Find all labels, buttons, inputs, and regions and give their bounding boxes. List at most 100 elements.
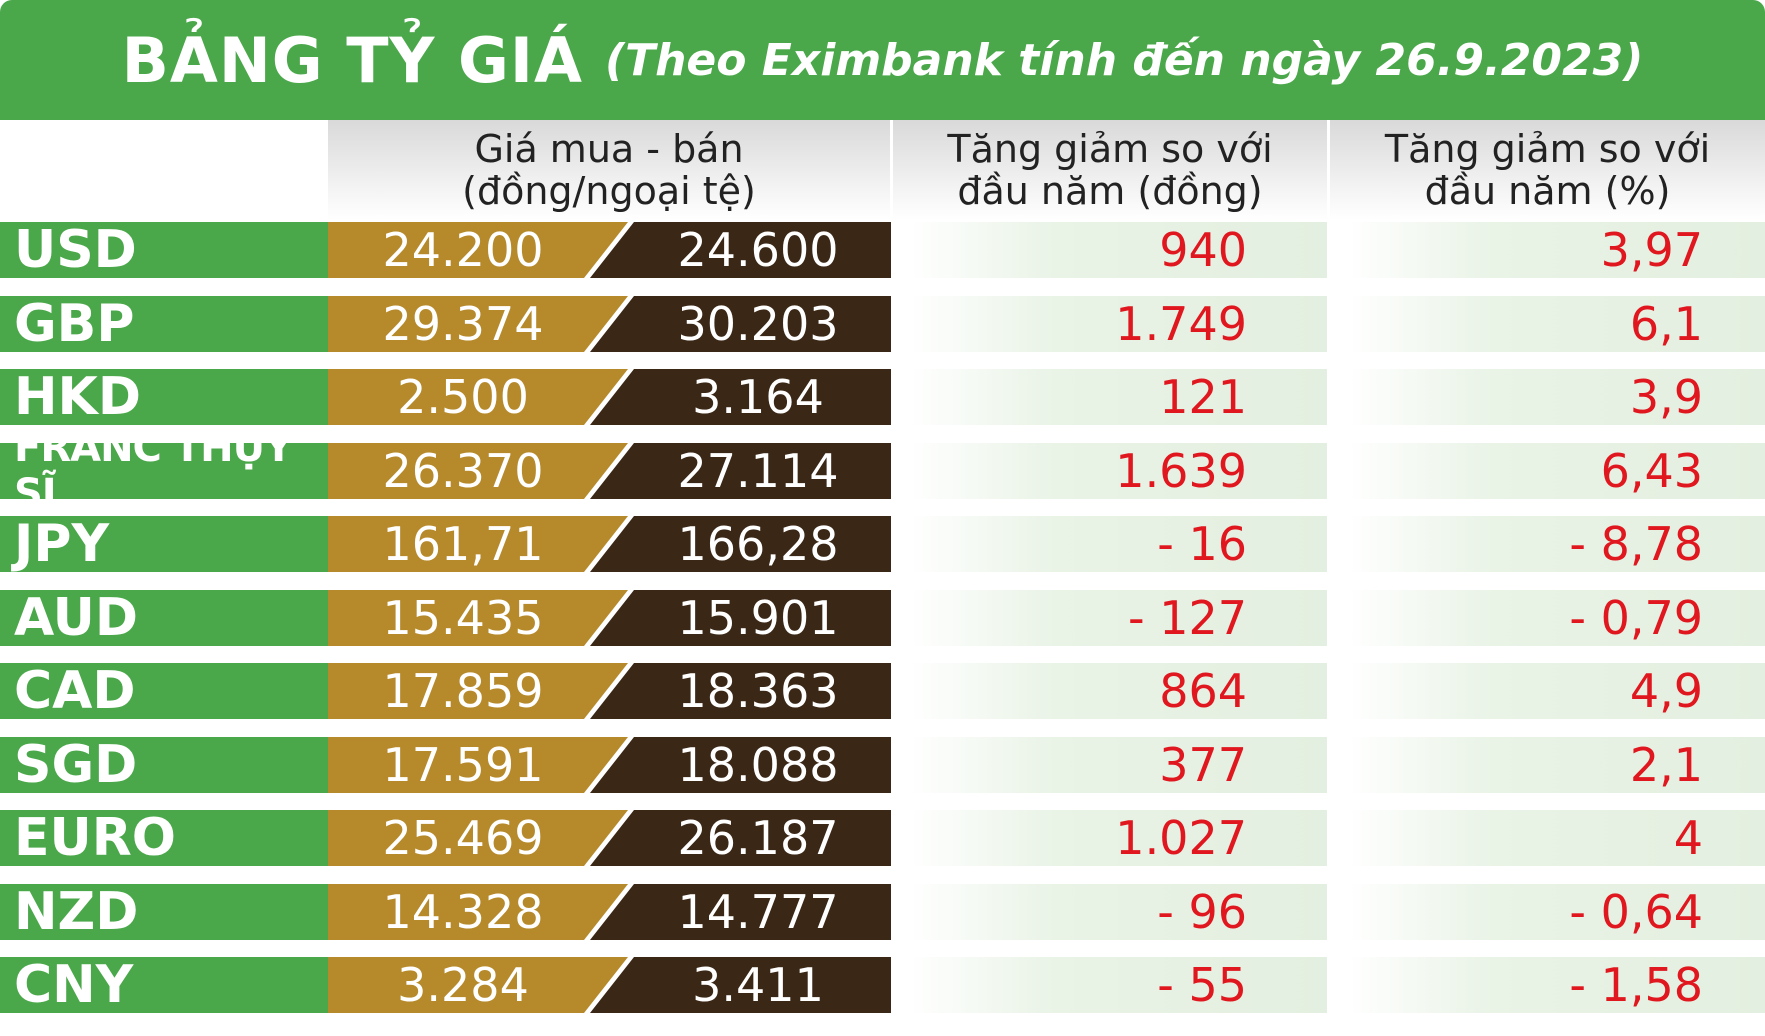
sell-cell (590, 443, 891, 499)
sell-cell (590, 957, 891, 1013)
buy-price: 15.435 (382, 591, 544, 645)
sell-price: 27.114 (677, 444, 839, 498)
change-dong: - 55 (910, 957, 1327, 1013)
change-pct: 4 (1348, 810, 1765, 866)
currency-code: NZD (0, 882, 328, 942)
sell-price: 18.363 (677, 664, 839, 718)
buy-price: 29.374 (382, 297, 544, 351)
change-dong: - 16 (910, 516, 1327, 572)
buy-cell (328, 590, 628, 646)
change-dong: 377 (910, 737, 1327, 793)
change-dong: - 96 (910, 884, 1327, 940)
change-dong: 1.027 (910, 810, 1327, 866)
sell-price: 24.600 (677, 223, 839, 277)
sell-cell (590, 369, 891, 425)
table-title: BẢNG TỶ GIÁ (121, 23, 583, 97)
table-row: USD 24.200 24.600 940 3,97 (0, 220, 1765, 280)
sell-price: 14.777 (677, 885, 839, 939)
header-price-line1: Giá mua - bán (474, 127, 744, 171)
header-change-pct: Tăng giảm so với đầu năm (%) (1330, 120, 1765, 220)
change-pct: 3,9 (1348, 369, 1765, 425)
change-dong: 121 (910, 369, 1327, 425)
sell-cell (590, 737, 891, 793)
currency-code: AUD (0, 588, 328, 648)
table-row: AUD 15.435 15.901 - 127 - 0,79 (0, 588, 1765, 648)
currency-code: CAD (0, 661, 328, 721)
buy-price: 24.200 (382, 223, 544, 277)
table-row: JPY 161,71 166,28 - 16 - 8,78 (0, 514, 1765, 574)
buy-cell (328, 222, 628, 278)
sell-cell (590, 590, 891, 646)
buy-price: 14.328 (382, 885, 544, 939)
change-pct: 6,43 (1348, 443, 1765, 499)
table-row: EURO 25.469 26.187 1.027 4 (0, 808, 1765, 868)
currency-code: FRANC THỤY SĨ (0, 425, 328, 517)
sell-cell (590, 222, 891, 278)
table-row: NZD 14.328 14.777 - 96 - 0,64 (0, 882, 1765, 942)
buy-cell (328, 884, 628, 940)
table-row: SGD 17.591 18.088 377 2,1 (0, 735, 1765, 795)
change-pct: 4,9 (1348, 663, 1765, 719)
table-row: CAD 17.859 18.363 864 4,9 (0, 661, 1765, 721)
sell-price: 15.901 (677, 591, 839, 645)
buy-cell (328, 443, 628, 499)
buy-price: 25.469 (382, 811, 544, 865)
header-change-dong-line2: đầu năm (đồng) (957, 169, 1263, 213)
sell-cell (590, 663, 891, 719)
currency-code: EURO (0, 808, 328, 868)
table-row: CNY 3.284 3.411 - 55 - 1,58 (0, 955, 1765, 1015)
change-dong: 1.639 (910, 443, 1327, 499)
table-row: GBP 29.374 30.203 1.749 6,1 (0, 294, 1765, 354)
buy-cell (328, 369, 628, 425)
buy-cell (328, 737, 628, 793)
buy-price: 17.591 (382, 738, 544, 792)
sell-price: 166,28 (677, 517, 839, 571)
sell-cell (590, 516, 891, 572)
buy-price: 2.500 (397, 370, 529, 424)
change-pct: - 0,64 (1348, 884, 1765, 940)
sell-cell (590, 884, 891, 940)
change-dong: 1.749 (910, 296, 1327, 352)
change-pct: 2,1 (1348, 737, 1765, 793)
table-subtitle: (Theo Eximbank tính đến ngày 26.9.2023) (604, 34, 1644, 86)
buy-cell (328, 516, 628, 572)
change-pct: - 1,58 (1348, 957, 1765, 1013)
buy-cell (328, 296, 628, 352)
buy-price: 161,71 (382, 517, 544, 571)
buy-price: 26.370 (382, 444, 544, 498)
change-pct: - 0,79 (1348, 590, 1765, 646)
header-change-dong: Tăng giảm so với đầu năm (đồng) (893, 120, 1327, 220)
currency-code: GBP (0, 294, 328, 354)
change-dong: - 127 (910, 590, 1327, 646)
header-change-pct-line1: Tăng giảm so với (1384, 127, 1711, 171)
sell-price: 30.203 (677, 297, 839, 351)
change-dong: 940 (910, 222, 1327, 278)
currency-code: SGD (0, 735, 328, 795)
buy-price: 3.284 (397, 958, 529, 1012)
change-pct: 6,1 (1348, 296, 1765, 352)
change-pct: 3,97 (1348, 222, 1765, 278)
sell-price: 26.187 (677, 811, 839, 865)
header-change-pct-line2: đầu năm (%) (1424, 169, 1671, 213)
buy-price: 17.859 (382, 664, 544, 718)
header-price-line2: (đồng/ngoại tệ) (462, 169, 756, 213)
buy-cell (328, 810, 628, 866)
currency-code: JPY (0, 514, 328, 574)
header-change-dong-line1: Tăng giảm so với (947, 127, 1273, 171)
sell-cell (590, 296, 891, 352)
sell-price: 3.164 (692, 370, 824, 424)
currency-code: CNY (0, 955, 328, 1015)
change-dong: 864 (910, 663, 1327, 719)
buy-cell (328, 957, 628, 1013)
currency-code: HKD (0, 367, 328, 427)
header-price: Giá mua - bán (đồng/ngoại tệ) (328, 120, 890, 220)
table-row: FRANC THỤY SĨ 26.370 27.114 1.639 6,43 (0, 425, 1765, 517)
currency-code: USD (0, 220, 328, 280)
sell-price: 3.411 (692, 958, 824, 1012)
change-pct: - 8,78 (1348, 516, 1765, 572)
buy-cell (328, 663, 628, 719)
title-bar: BẢNG TỶ GIÁ (Theo Eximbank tính đến ngày… (0, 0, 1765, 120)
table-row: HKD 2.500 3.164 121 3,9 (0, 367, 1765, 427)
sell-cell (590, 810, 891, 866)
